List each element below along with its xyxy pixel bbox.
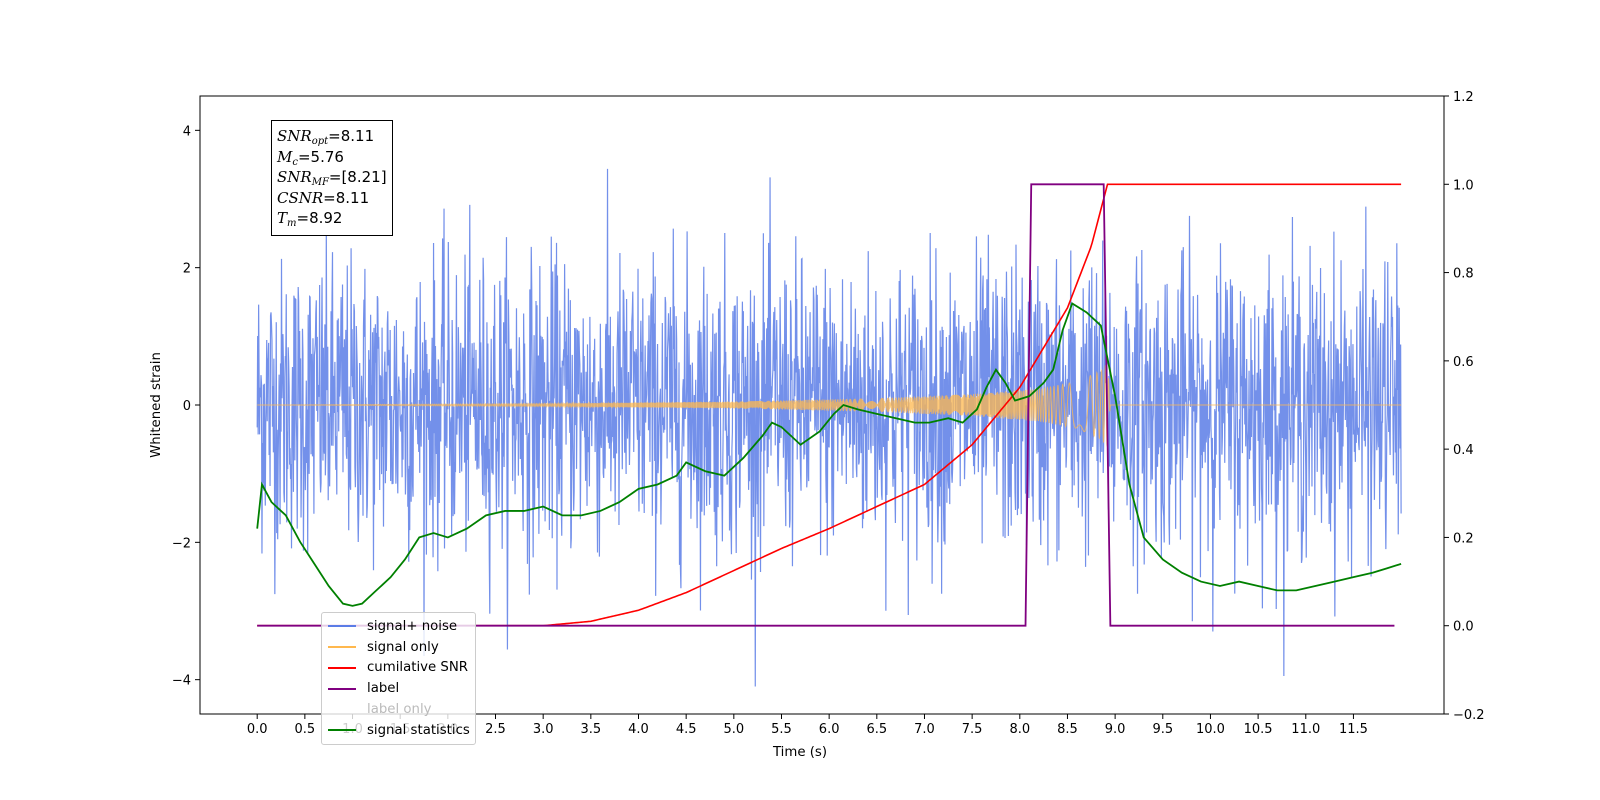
legend-label: signal only: [367, 639, 439, 655]
x-tick-label: 9.5: [1152, 722, 1173, 737]
legend-label: label: [367, 681, 400, 697]
legend-label: label only: [367, 702, 432, 718]
x-tick-label: 9.0: [1105, 722, 1126, 737]
legend-swatch: [328, 709, 356, 711]
legend-item-signal-only: signal only: [322, 637, 475, 658]
annotation-snr-opt: SNRopt=8.11: [277, 127, 375, 147]
y2-tick-label: 0.2: [1453, 531, 1474, 546]
plot-layer: [256, 168, 1402, 687]
legend-label: signal+ noise: [367, 618, 458, 634]
x-tick-label: 10.0: [1196, 722, 1225, 737]
legend: signal+ noise signal only cumilative SNR…: [321, 612, 476, 745]
x-tick-label: 3.5: [580, 722, 601, 737]
y2-tick-label: 0.8: [1453, 267, 1474, 282]
legend-item-cumulative-snr: cumilative SNR: [322, 658, 475, 679]
y2-tick-label: −0.2: [1453, 708, 1485, 723]
annotation-snr-mf: SNRMF=[8.21]: [277, 168, 387, 188]
x-tick-label: 5.0: [723, 722, 744, 737]
x-tick-label: 5.5: [771, 722, 792, 737]
legend-swatch: [328, 646, 356, 649]
y-tick-label: −4: [172, 674, 191, 689]
y-tick-label: −2: [172, 536, 191, 551]
legend-item-signal-statistics: signal statistics: [322, 720, 475, 741]
annotation-tm: Tm=8.92: [277, 209, 343, 229]
x-tick-label: 7.0: [914, 722, 935, 737]
legend-swatch: [328, 687, 356, 690]
legend-item-label: label: [322, 678, 475, 699]
y2-tick-label: 0.4: [1453, 443, 1474, 458]
y2-tick-label: 1.0: [1453, 178, 1474, 193]
y2-tick-label: 0.0: [1453, 620, 1474, 635]
x-tick-label: 6.5: [866, 722, 887, 737]
legend-swatch: [328, 666, 356, 669]
x-tick-label: 11.0: [1291, 722, 1320, 737]
x-tick-label: 0.5: [295, 722, 316, 737]
y-tick-label: 0: [183, 399, 191, 414]
annotation-csnr: CSNR=8.11: [277, 188, 370, 207]
legend-item-label-only: label only: [322, 699, 475, 720]
legend-item-signal-noise: signal+ noise: [322, 616, 475, 637]
x-tick-label: 11.5: [1339, 722, 1368, 737]
x-tick-label: 10.5: [1244, 722, 1273, 737]
legend-label: cumilative SNR: [367, 660, 469, 676]
x-tick-label: 8.0: [1009, 722, 1030, 737]
x-tick-label: 8.5: [1057, 722, 1078, 737]
x-tick-label: 6.0: [819, 722, 840, 737]
annotation-box: SNRopt=8.11 Mc=5.76 SNRMF=[8.21] CSNR=8.…: [271, 120, 393, 236]
legend-swatch: [328, 729, 356, 732]
x-tick-label: 2.5: [485, 722, 506, 737]
series-signal-noise: [256, 168, 1402, 687]
y-tick-label: 2: [183, 262, 191, 277]
series-signal-only: [257, 365, 1402, 447]
y-axis-label: Whitened strain: [149, 352, 164, 458]
x-axis-label: Time (s): [772, 745, 827, 760]
x-tick-label: 3.0: [533, 722, 554, 737]
series-label: [257, 183, 1395, 627]
legend-label: signal statistics: [367, 722, 470, 738]
x-tick-label: 4.0: [628, 722, 649, 737]
x-tick-label: 7.5: [962, 722, 983, 737]
y2-tick-label: 1.2: [1453, 90, 1474, 105]
series-signal-statistics: [256, 302, 1402, 607]
y2-tick-label: 0.6: [1453, 355, 1474, 370]
x-tick-label: 0.0: [247, 722, 268, 737]
x-tick-label: 4.5: [676, 722, 697, 737]
y-tick-label: 4: [183, 124, 191, 139]
legend-swatch: [328, 625, 356, 628]
annotation-mc: Mc=5.76: [277, 147, 344, 168]
